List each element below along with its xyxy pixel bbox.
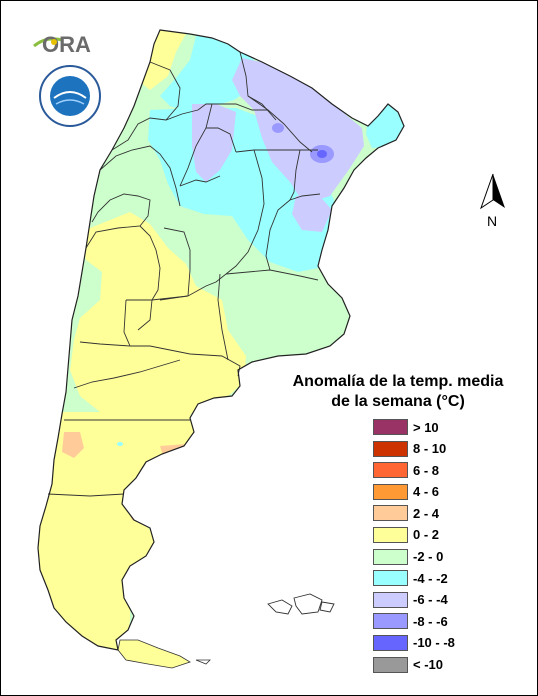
fill-neg-8-10-corrientes xyxy=(317,150,327,158)
fill-neg-2-4-north xyxy=(160,36,258,112)
legend-swatch xyxy=(373,483,408,500)
legend-label: -10 - -8 xyxy=(413,635,455,651)
legend-item: -8 - -6 xyxy=(373,611,455,631)
svg-text:ORA: ORA xyxy=(42,32,91,57)
legend-item: -2 - 0 xyxy=(373,547,455,567)
legend-item: -6 - -4 xyxy=(373,590,455,610)
smn-seal-logo xyxy=(39,65,101,127)
legend-swatch xyxy=(373,591,408,608)
malvinas-islands xyxy=(267,593,335,615)
legend-swatch xyxy=(373,548,408,565)
fill-neg-4-6-chaco xyxy=(232,58,364,204)
legend-swatch xyxy=(373,634,408,651)
legend-label: 0 - 2 xyxy=(413,527,440,543)
legend-label: > 10 xyxy=(413,419,439,435)
legend-label: 8 - 10 xyxy=(413,441,447,457)
legend-item: 8 - 10 xyxy=(373,439,455,459)
legend-label: -8 - -6 xyxy=(413,613,448,629)
legend-swatch xyxy=(373,440,408,457)
legend-item: > 10 xyxy=(373,417,455,437)
legend-swatch xyxy=(373,462,408,479)
legend-swatch xyxy=(373,570,408,587)
legend-label: -6 - -4 xyxy=(413,592,448,608)
fill-neg-4-6-entrerios xyxy=(292,194,332,232)
legend: > 10 8 - 10 6 - 8 4 - 6 2 - 4 0 - 2 -2 - 0 -4 -… xyxy=(373,417,455,676)
legend-title-line1: Anomalía de la temp. media xyxy=(292,373,504,390)
legend-label: < -10 xyxy=(413,657,443,673)
legend-label: -4 - -2 xyxy=(413,570,448,586)
legend-item: < -10 xyxy=(373,655,455,675)
ora-logo: ORA xyxy=(33,32,91,57)
province-boundaries xyxy=(47,51,321,497)
legend-label: 2 - 4 xyxy=(413,505,440,521)
legend-item: -4 - -2 xyxy=(373,568,455,588)
legend-swatch xyxy=(373,613,408,630)
north-label: N xyxy=(487,213,498,229)
legend-swatch xyxy=(373,419,408,435)
tierra-del-fuego-island xyxy=(117,639,191,669)
fill-neg-4-6-salta xyxy=(192,104,236,182)
legend-item: 2 - 4 xyxy=(373,503,455,523)
legend-item: 4 - 6 xyxy=(373,482,455,502)
legend-label: -2 - 0 xyxy=(413,549,444,565)
fill-pos-2-4-chubut xyxy=(62,432,84,458)
legend-title-line2: de la semana (°C) xyxy=(331,393,465,410)
legend-swatch xyxy=(373,526,408,543)
north-arrow-icon xyxy=(480,173,505,210)
fill-neg-2-4-chubut-spot xyxy=(117,442,123,446)
legend-item: 6 - 8 xyxy=(373,460,455,480)
legend-item: 0 - 2 xyxy=(373,525,455,545)
small-island-south xyxy=(195,659,211,665)
fill-pos-0-2-south xyxy=(38,412,200,650)
legend-swatch xyxy=(373,656,408,673)
fill-neg-6-8-formosa xyxy=(272,123,284,133)
legend-swatch xyxy=(373,505,408,522)
legend-label: 4 - 6 xyxy=(413,484,440,500)
legend-title: Anomalía de la temp. media de la semana … xyxy=(286,372,510,412)
legend-item: -10 - -8 xyxy=(373,633,455,653)
legend-label: 6 - 8 xyxy=(413,462,440,478)
fill-pos-0-2-central xyxy=(70,212,246,420)
